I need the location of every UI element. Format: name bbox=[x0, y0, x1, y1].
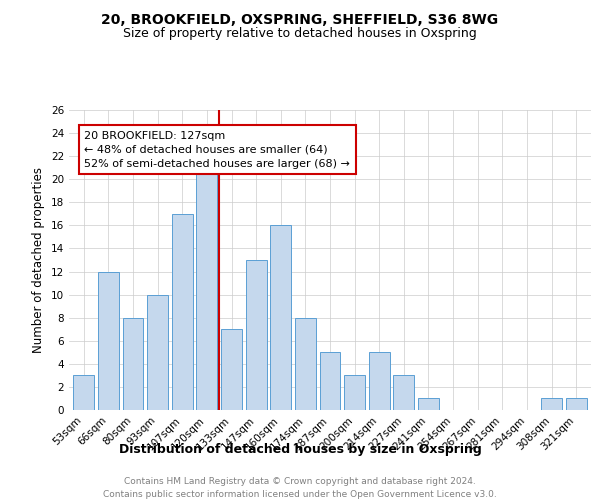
Bar bbox=[196, 168, 217, 410]
Bar bbox=[566, 398, 587, 410]
Text: Contains HM Land Registry data © Crown copyright and database right 2024.: Contains HM Land Registry data © Crown c… bbox=[124, 478, 476, 486]
Text: 20, BROOKFIELD, OXSPRING, SHEFFIELD, S36 8WG: 20, BROOKFIELD, OXSPRING, SHEFFIELD, S36… bbox=[101, 12, 499, 26]
Bar bbox=[245, 260, 266, 410]
Bar bbox=[320, 352, 340, 410]
Bar bbox=[418, 398, 439, 410]
Bar bbox=[541, 398, 562, 410]
Bar bbox=[122, 318, 143, 410]
Bar bbox=[344, 376, 365, 410]
Bar bbox=[98, 272, 119, 410]
Bar bbox=[73, 376, 94, 410]
Bar bbox=[172, 214, 193, 410]
Bar bbox=[147, 294, 168, 410]
Text: 20 BROOKFIELD: 127sqm
← 48% of detached houses are smaller (64)
52% of semi-deta: 20 BROOKFIELD: 127sqm ← 48% of detached … bbox=[84, 131, 350, 169]
Text: Size of property relative to detached houses in Oxspring: Size of property relative to detached ho… bbox=[123, 28, 477, 40]
Bar bbox=[369, 352, 390, 410]
Bar bbox=[394, 376, 415, 410]
Text: Contains public sector information licensed under the Open Government Licence v3: Contains public sector information licen… bbox=[103, 490, 497, 499]
Y-axis label: Number of detached properties: Number of detached properties bbox=[32, 167, 46, 353]
Bar bbox=[295, 318, 316, 410]
Bar bbox=[270, 226, 291, 410]
Text: Distribution of detached houses by size in Oxspring: Distribution of detached houses by size … bbox=[119, 442, 481, 456]
Bar bbox=[221, 329, 242, 410]
